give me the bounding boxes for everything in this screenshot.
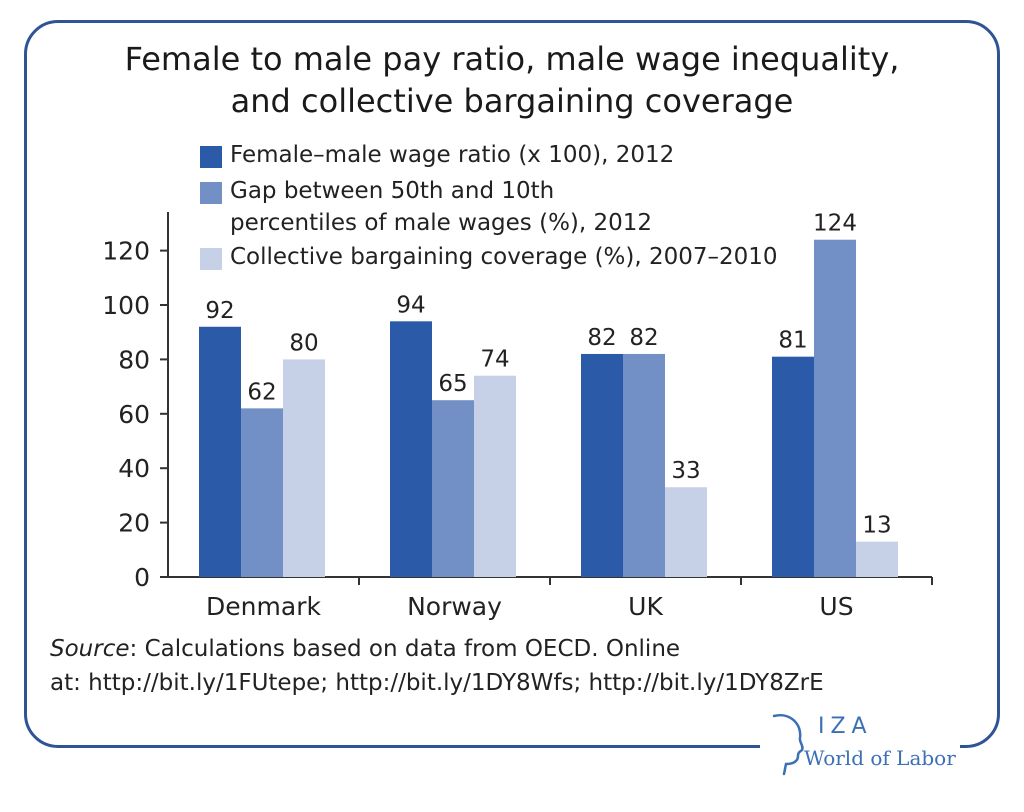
chart-frame xyxy=(24,20,1000,748)
legend-swatch-series-1 xyxy=(200,146,222,168)
legend-label-series-2-line2: percentiles of male wages (%), 2012 xyxy=(230,210,653,236)
chart-title-line2: and collective bargaining coverage xyxy=(230,82,794,120)
logo-wol-text: World of Labor xyxy=(804,746,956,770)
source-text: : Calculations based on data from OECD. … xyxy=(129,636,681,662)
source-note-line2: at: http://bit.ly/1FUtepe; http://bit.ly… xyxy=(50,670,824,696)
legend-label-series-1: Female–male wage ratio (x 100), 2012 xyxy=(230,142,675,168)
chart-title-line1: Female to male pay ratio, male wage ineq… xyxy=(124,40,900,78)
legend-label-series-3: Collective bargaining coverage (%), 2007… xyxy=(230,244,778,270)
source-note-line1: Source: Calculations based on data from … xyxy=(50,634,680,664)
iza-logo: IZA World of Labor xyxy=(760,710,960,780)
legend-swatch-series-2 xyxy=(200,182,222,204)
legend-label-series-2-line1: Gap between 50th and 10th xyxy=(230,178,555,204)
source-label: Source xyxy=(50,636,130,662)
legend-swatch-series-3 xyxy=(200,248,222,270)
logo-iza-text: IZA xyxy=(818,714,873,739)
head-profile-icon xyxy=(772,713,804,776)
